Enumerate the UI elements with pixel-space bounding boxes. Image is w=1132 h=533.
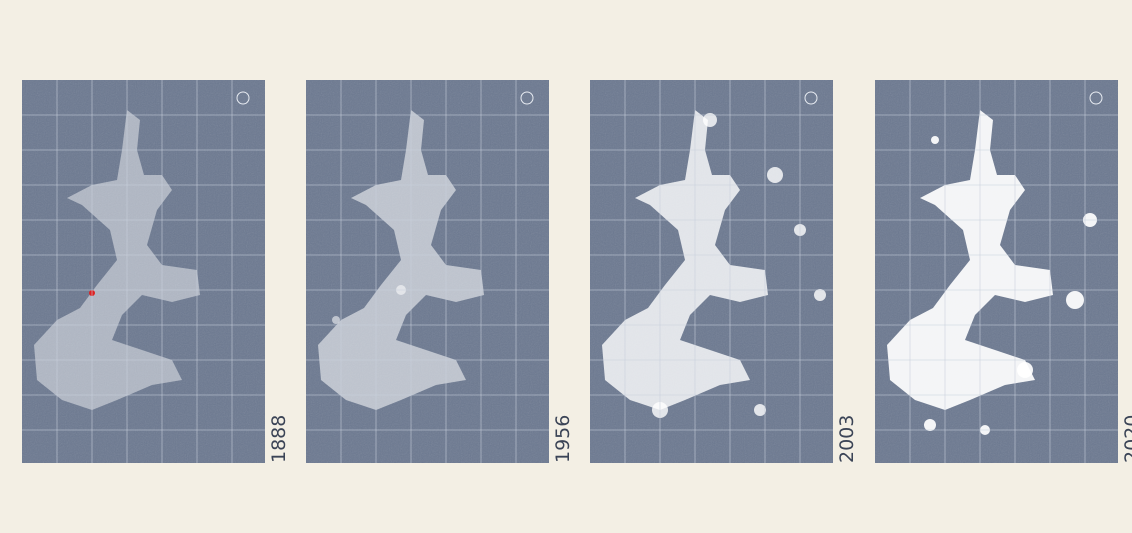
page: 1888195620032020 (() => { const data = J… xyxy=(0,0,1132,533)
urban-patch xyxy=(332,316,340,324)
urban-patch xyxy=(1066,291,1084,309)
urban-patch xyxy=(767,167,783,183)
map-panel xyxy=(590,80,833,463)
urban-patch xyxy=(814,289,826,301)
map-panel xyxy=(306,80,549,463)
map-panel xyxy=(22,80,265,463)
year-label: 2020 xyxy=(1121,415,1132,463)
map-panel xyxy=(875,80,1118,463)
year-label: 1956 xyxy=(552,415,574,463)
urban-patch xyxy=(754,404,766,416)
year-label: 2003 xyxy=(836,415,858,463)
urban-patch xyxy=(924,419,936,431)
map-figure: 1888 1956 2003 2020 xyxy=(0,0,1132,533)
urban-patch xyxy=(1017,362,1033,378)
urban-patch xyxy=(931,136,939,144)
year-label: 1888 xyxy=(268,415,290,463)
